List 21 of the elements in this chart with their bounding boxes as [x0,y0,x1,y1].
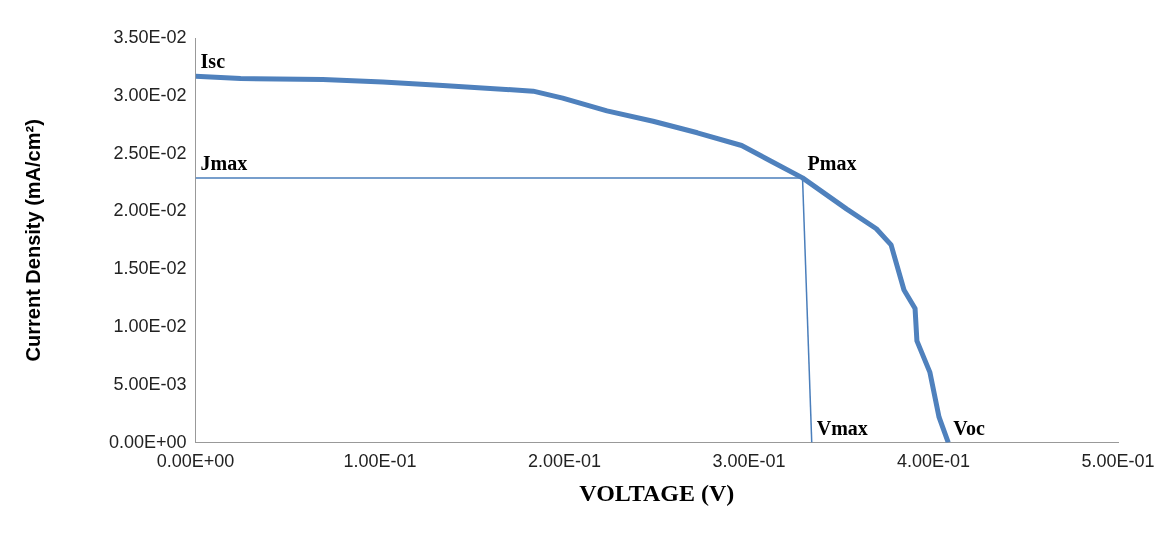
y-tick-label: 5.00E-03 [113,373,187,394]
annotation: Pmax [807,152,857,175]
y-axis-title: Current Density (mA/cm²) [21,119,44,362]
y-tick-label: 0.00E+00 [108,431,187,452]
y-tick-label: 2.00E-02 [113,200,187,221]
y-tick-label: 1.50E-02 [113,258,187,279]
y-tick-label: 1.00E-02 [113,315,187,336]
y-tick-label: 3.00E-02 [113,84,187,105]
x-tick-label: 4.00E-01 [896,451,971,472]
annotation: Jmax [200,152,248,175]
y-tick-label: 2.50E-02 [113,142,187,163]
annotation: Vmax [816,416,868,439]
annotation: Isc [200,50,226,73]
x-tick-label: 0.00E+00 [156,451,235,472]
x-tick-label: 3.00E-01 [712,451,786,472]
x-tick-label: 1.00E-01 [343,451,417,472]
x-tick-label: 2.00E-01 [528,451,602,472]
x-axis-title: VOLTAGE (V) [579,479,735,506]
y-tick-label: 3.50E-02 [113,26,187,47]
x-tick-label: 5.00E-01 [1081,451,1155,472]
annotation: Voc [953,416,985,439]
